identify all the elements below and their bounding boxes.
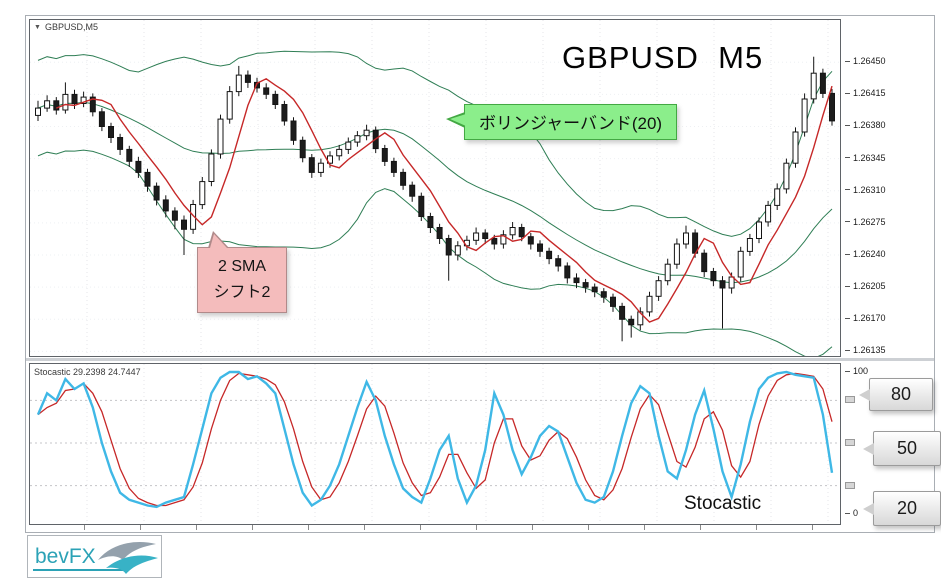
tick-dash <box>845 512 850 514</box>
level-tag-label: 20 <box>896 498 918 518</box>
chart-dropdown-icon: ▼ <box>34 23 41 31</box>
stoch-tick-label: 0 <box>853 508 859 518</box>
level-tag-label: 80 <box>890 384 912 404</box>
sma-callout-pointer-fill <box>210 234 227 248</box>
main-chart-panel <box>29 19 841 357</box>
price-tick-label: 1.26135 <box>853 345 886 356</box>
tick-dash <box>845 370 850 372</box>
bevfx-logo-underline <box>33 569 125 571</box>
tick-dash <box>845 157 850 159</box>
tick-dash <box>845 92 850 94</box>
stoch-level-mark <box>845 439 855 446</box>
price-tick: 1.26275 <box>845 216 886 228</box>
tick-dash <box>845 253 850 255</box>
tick-dash <box>845 317 850 319</box>
main-chart-canvas[interactable] <box>30 20 840 356</box>
price-tick: 1.26310 <box>845 184 886 196</box>
level-tag-pointer <box>863 442 874 455</box>
tick-dash <box>845 124 850 126</box>
chart-window: ▼ GBPUSD,M5 GBPUSD M5 ボリンジャーバンド(20) 2 SM… <box>25 15 935 533</box>
stoch-tick: 100 <box>845 365 868 377</box>
tick-dash <box>845 285 850 287</box>
stochastic-axis[interactable]: 100 0 <box>845 363 931 525</box>
sma-callout[interactable]: 2 SMA シフト2 <box>197 231 287 313</box>
price-tick: 1.26450 <box>845 55 886 67</box>
price-tick-label: 1.26345 <box>853 152 886 163</box>
price-tick-label: 1.26275 <box>853 216 886 227</box>
price-tick-label: 1.26310 <box>853 184 886 195</box>
sma-callout-line2: シフト2 <box>213 284 271 301</box>
bollinger-callout-pointer-fill <box>450 114 466 126</box>
price-tick: 1.26345 <box>845 152 886 164</box>
bevfx-logo: bevFX <box>27 535 162 578</box>
stoch-level-mark <box>845 481 855 489</box>
bollinger-callout[interactable]: ボリンジャーバンド(20) <box>446 104 678 140</box>
symbol-label-text: GBPUSD,M5 <box>44 22 98 32</box>
bevfx-logo-text: bevFX <box>35 545 96 568</box>
time-axis[interactable] <box>29 525 841 530</box>
price-tick-label: 1.26205 <box>853 281 886 292</box>
price-tick-label: 1.26450 <box>853 56 886 67</box>
level-tag-50[interactable]: 50 <box>863 431 941 466</box>
price-tick: 1.26415 <box>845 87 886 99</box>
bollinger-callout-label: ボリンジャーバンド(20) <box>479 114 663 133</box>
level-tag-80[interactable]: 80 <box>859 378 933 411</box>
stochastic-name-annotation: Stocastic <box>684 493 762 514</box>
panel-splitter[interactable] <box>26 358 934 361</box>
stoch-tick-label: 100 <box>853 366 869 376</box>
sma-callout-line1: 2 SMA <box>217 258 266 275</box>
level-tag-20[interactable]: 20 <box>863 491 941 526</box>
stochastic-canvas[interactable] <box>30 364 840 524</box>
tick-dash <box>845 189 850 191</box>
price-tick: 1.26380 <box>845 119 886 131</box>
price-tick-label: 1.26170 <box>853 313 886 324</box>
price-tick-label: 1.26415 <box>853 88 886 99</box>
price-tick: 1.26240 <box>845 248 886 260</box>
swallow-logo-icon <box>98 541 158 574</box>
level-tag-label: 50 <box>896 438 918 458</box>
tick-dash <box>845 60 850 62</box>
price-tick-label: 1.26240 <box>853 249 886 260</box>
stoch-tick: 0 <box>845 507 858 519</box>
level-tag-pointer <box>859 388 870 401</box>
price-axis[interactable]: 1.26450 1.26415 1.26380 1.26345 1.26310 1.262… <box>845 19 931 357</box>
symbol-timeframe-label: ▼ GBPUSD,M5 <box>34 22 98 32</box>
price-tick: 1.26135 <box>845 344 886 356</box>
tick-dash <box>845 221 850 223</box>
price-tick: 1.26205 <box>845 280 886 292</box>
stochastic-panel <box>29 363 841 525</box>
price-tick: 1.26170 <box>845 312 886 324</box>
level-tag-pointer <box>863 502 874 515</box>
stochastic-status-label: Stocastic 29.2398 24.7447 <box>34 367 141 377</box>
stoch-level-mark <box>845 396 855 404</box>
tick-dash <box>845 349 850 351</box>
chart-title-annotation: GBPUSD M5 <box>562 40 764 75</box>
price-tick-label: 1.26380 <box>853 120 886 131</box>
